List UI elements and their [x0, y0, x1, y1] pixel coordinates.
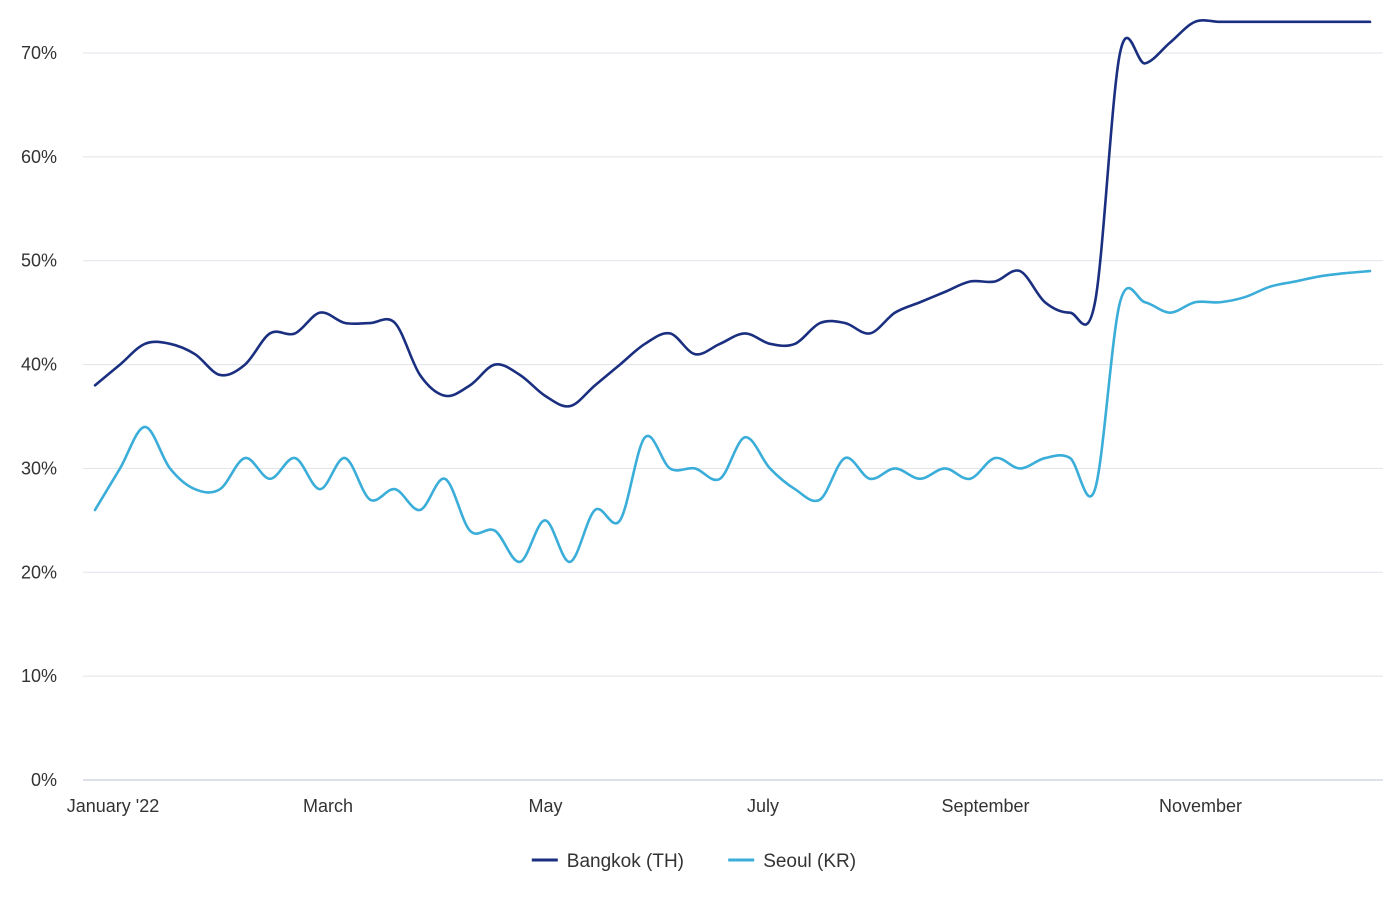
- y-tick-label: 30%: [21, 458, 57, 478]
- x-tick-label: January '22: [67, 796, 160, 816]
- y-tick-label: 40%: [21, 355, 57, 375]
- legend-label: Bangkok (TH): [567, 851, 684, 872]
- x-tick-label: November: [1159, 796, 1242, 816]
- y-tick-label: 0%: [31, 770, 57, 790]
- legend-item-bangkok[interactable]: Bangkok (TH): [531, 851, 684, 872]
- series-lines: [93, 19, 1372, 564]
- y-axis-tick-labels: 0% 10% 20% 30% 40% 50% 60% 70%: [21, 43, 57, 790]
- y-tick-label: 10%: [21, 666, 57, 686]
- series-line-seoul: [93, 269, 1372, 564]
- y-tick-label: 60%: [21, 147, 57, 167]
- x-tick-label: September: [941, 796, 1029, 816]
- legend-item-seoul[interactable]: Seoul (KR): [728, 851, 856, 872]
- y-tick-label: 20%: [21, 562, 57, 582]
- gridlines: [83, 52, 1383, 677]
- x-tick-label: May: [528, 796, 562, 816]
- legend-label: Seoul (KR): [763, 851, 856, 872]
- legend[interactable]: Bangkok (TH) Seoul (KR): [531, 851, 856, 872]
- x-tick-label: March: [303, 796, 353, 816]
- series-line-bangkok: [93, 19, 1372, 408]
- y-tick-label: 50%: [21, 251, 57, 271]
- x-tick-label: July: [747, 796, 779, 816]
- y-tick-label: 70%: [21, 43, 57, 63]
- x-axis-tick-labels: January '22 March May July September November: [67, 796, 1242, 816]
